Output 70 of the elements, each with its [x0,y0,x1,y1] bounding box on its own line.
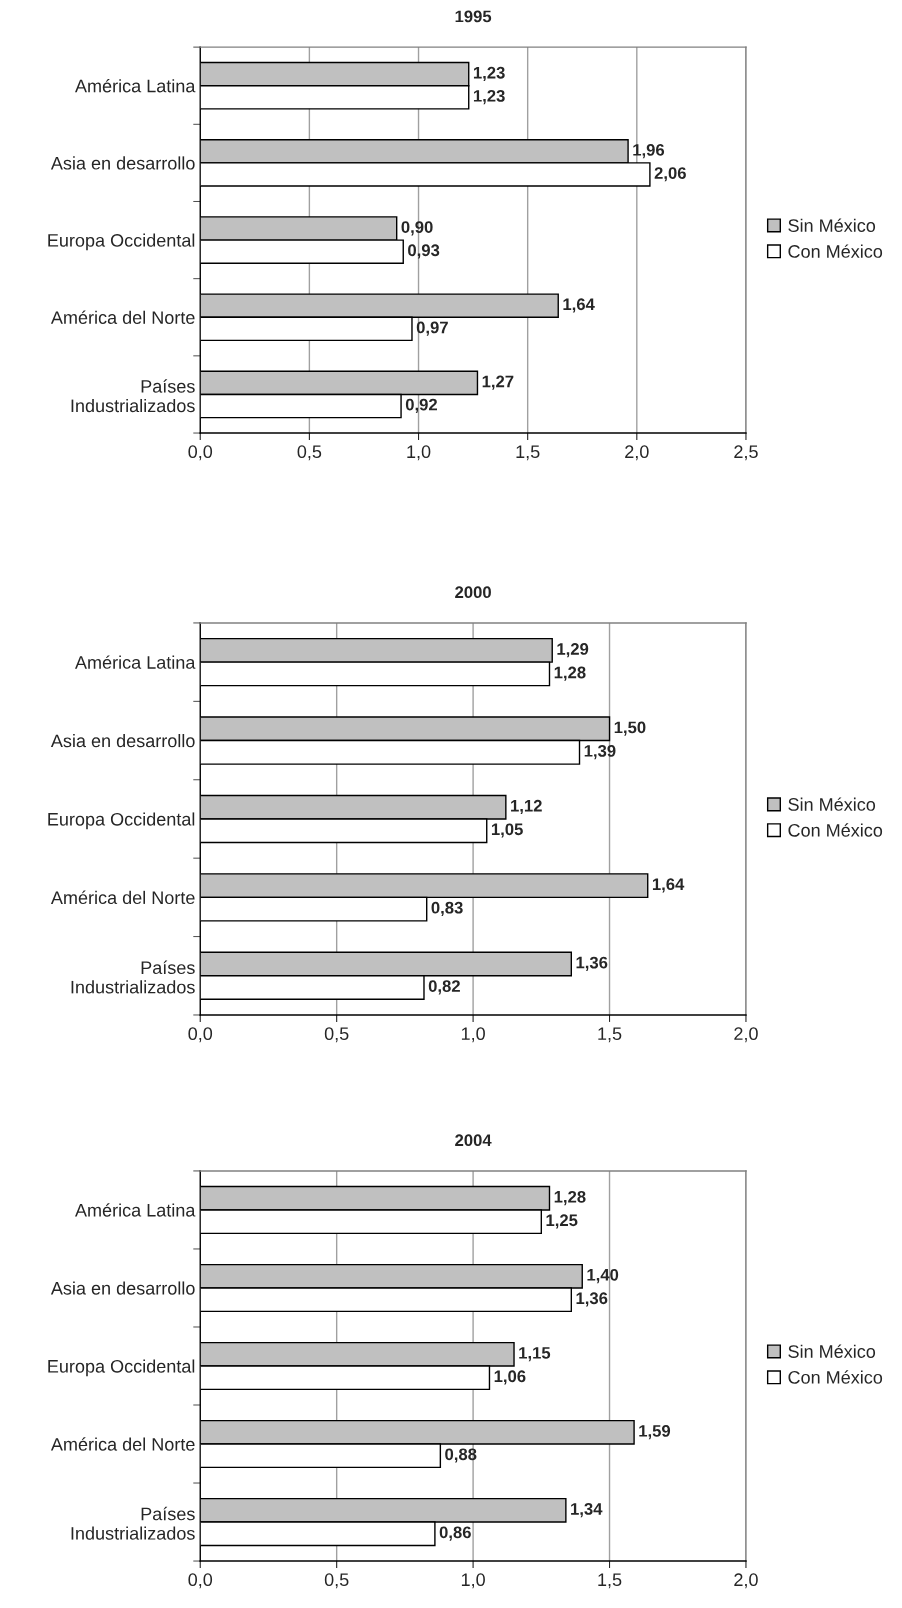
data-label: 1,23 [473,89,505,105]
y-tick-label: América Latina [75,655,196,669]
data-label: 1,96 [633,143,665,159]
data-label: 1,28 [554,666,586,681]
data-label: 1,15 [519,1347,551,1362]
chart-title: 2000 [455,586,491,599]
chart-title: 2004 [455,1134,492,1147]
data-label: 1,36 [576,956,608,971]
data-label: 1,29 [557,643,589,658]
x-tick-label: 0,0 [188,445,213,461]
data-label: 1,06 [494,1370,526,1385]
y-tick-label: Europa Occidental [48,812,195,830]
x-tick-label: 0,5 [297,445,322,461]
y-tick-label: Asia en desarrollo [50,734,195,748]
data-label: 1,50 [614,721,646,736]
data-label: 0,93 [408,244,440,259]
x-tick-label: 0,0 [188,1027,213,1043]
y-tick-label: Países Industrializados [71,379,195,413]
x-tick-label: 2,0 [734,1573,758,1589]
y-tick-label: América del Norte [50,1437,195,1451]
legend-label: Con México [788,823,883,837]
data-label: 1,12 [511,799,542,815]
data-label: 1,64 [563,298,595,313]
x-tick-label: 0,0 [188,1573,213,1589]
y-tick-label: Asia en desarrollo [50,156,195,170]
x-tick-label: 1,5 [516,445,540,461]
data-label: 2,06 [654,167,686,182]
y-tick-label: Europa Occidental [48,233,195,251]
legend-label: Con México [788,1370,883,1384]
data-label: 0,92 [405,398,437,413]
x-tick-label: 0,5 [324,1027,349,1043]
data-label: 1,28 [554,1190,586,1206]
data-label: 0,88 [445,1448,477,1463]
y-tick-label: América Latina [75,78,196,93]
y-tick-label: América Latina [75,1203,196,1217]
y-tick-label: Europa Occidental [48,1359,195,1377]
x-tick-label: 1,0 [461,1573,485,1589]
data-label: 1,27 [482,375,514,390]
data-label: 1,39 [584,744,616,760]
legend-label: Sin México [788,218,876,232]
data-label: 1,25 [546,1214,578,1229]
x-tick-label: 1,0 [461,1027,485,1043]
x-tick-label: 1,5 [598,1573,622,1589]
y-tick-label: América del Norte [50,310,195,324]
data-label: 1,59 [639,1424,671,1440]
legend-label: Sin México [788,1344,876,1358]
data-label: 0,90 [401,221,433,236]
data-label: 1,23 [473,66,505,82]
data-label: 1,40 [587,1268,619,1284]
y-tick-label: América del Norte [50,890,195,905]
y-tick-label: Asia en desarrollo [50,1281,195,1295]
data-label: 0,97 [416,321,448,336]
data-label: 0,82 [428,980,460,995]
chart-title: 1995 [455,10,492,23]
data-label: 1,36 [576,1292,608,1307]
legend-label: Con México [788,244,883,258]
x-tick-label: 1,5 [598,1027,622,1043]
x-tick-label: 2,0 [625,445,649,461]
data-label: 0,83 [431,901,463,917]
legend-label: Sin México [788,797,876,811]
data-label: 1,64 [652,878,685,893]
x-tick-label: 2,0 [734,1027,758,1043]
y-tick-label: Países Industrializados [71,960,195,994]
data-label: 1,34 [571,1503,603,1518]
y-tick-label: Países Industrializados [71,1506,195,1540]
data-label: 0,86 [439,1526,471,1541]
x-tick-label: 1,0 [407,445,431,461]
x-tick-label: 0,5 [324,1573,349,1589]
x-tick-label: 2,5 [734,445,758,461]
data-label: 1,05 [491,823,523,838]
